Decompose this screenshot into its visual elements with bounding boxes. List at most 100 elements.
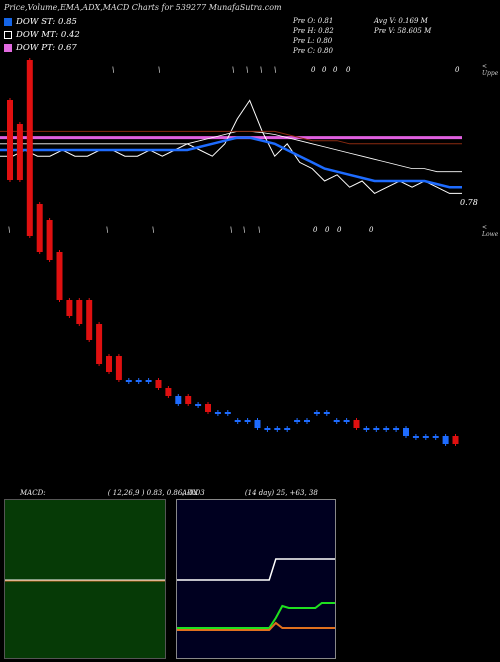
prev-open: Pre O: 0.81 bbox=[293, 17, 334, 25]
adx-params: (14 day) 25, +63, 38 bbox=[244, 489, 318, 497]
macd-label: MACD: bbox=[20, 489, 46, 497]
prev-volume: Pre V: 58.605 M bbox=[374, 27, 432, 35]
macd-panel bbox=[4, 499, 166, 659]
candle-body bbox=[294, 420, 301, 422]
candle-body bbox=[234, 420, 241, 422]
minus-di-line bbox=[177, 621, 335, 631]
candle-body bbox=[106, 356, 112, 372]
signal-marker: 0 bbox=[455, 66, 460, 74]
candle-body bbox=[373, 428, 380, 430]
candle-body bbox=[26, 60, 33, 236]
avg-volume: Avg V: 0.169 M bbox=[374, 17, 428, 25]
candle-body bbox=[66, 300, 73, 316]
candle-body bbox=[185, 396, 192, 404]
candle-body bbox=[125, 380, 132, 382]
candle-body bbox=[46, 220, 53, 260]
upper-tag: < Uppe bbox=[482, 63, 499, 77]
legend-dow-pt: DOW PT: 0.67 bbox=[4, 42, 80, 53]
candle-body bbox=[442, 436, 449, 444]
macd-header: MACD: ( 12,26,9 ) 0.83, 0.86, -0.03 bbox=[20, 489, 205, 497]
candle-body bbox=[214, 412, 221, 414]
candle-body bbox=[155, 380, 162, 388]
candle-body bbox=[56, 252, 63, 300]
prev-low: Pre L: 0.80 bbox=[293, 37, 333, 45]
signal-marker: \ bbox=[158, 66, 160, 74]
prev-high: Pre H: 0.82 bbox=[293, 27, 334, 35]
signal-marker: \ bbox=[232, 66, 234, 74]
macd-chart bbox=[5, 579, 165, 582]
legend-swatch bbox=[4, 30, 12, 39]
price-chart: \ \ \ \ \ \ 0 0 0 0 0\ \ \ \ \ \ 0 0 0 00.78 bbox=[0, 58, 478, 446]
candle-body bbox=[343, 420, 350, 422]
signal-marker: \ bbox=[8, 226, 10, 234]
candle-body bbox=[323, 412, 330, 414]
candle-body bbox=[86, 300, 93, 340]
candle-body bbox=[274, 428, 281, 430]
signal-marker: 0 bbox=[313, 226, 318, 234]
ema-long-line bbox=[0, 130, 462, 145]
candle-body bbox=[432, 436, 439, 438]
adx-label: ADX bbox=[182, 489, 198, 497]
legend-dow-mt: DOW MT: 0.42 bbox=[4, 29, 80, 40]
lower-tag: < Lowe bbox=[482, 224, 499, 238]
candle-body bbox=[145, 380, 152, 382]
signal-marker: \ bbox=[106, 226, 108, 234]
candle-body bbox=[224, 412, 231, 414]
legend-dow-st: DOW ST: 0.85 bbox=[4, 16, 80, 27]
signal-marker: 0 bbox=[322, 66, 327, 74]
candle-body bbox=[383, 428, 390, 430]
legend-label: DOW PT: 0.67 bbox=[16, 42, 77, 53]
volume-info: Avg V: 0.169 M Pre V: 58.605 M bbox=[374, 16, 431, 36]
candle-body bbox=[353, 420, 360, 428]
candle-body bbox=[363, 428, 370, 430]
candle-body bbox=[264, 428, 271, 430]
plus-di-line bbox=[177, 602, 335, 629]
candle-body bbox=[96, 324, 103, 364]
signal-marker: 0 bbox=[333, 66, 338, 74]
signal-marker: \ bbox=[274, 66, 276, 74]
candle-body bbox=[195, 404, 202, 406]
price-label: 0.78 bbox=[460, 198, 478, 207]
prev-close: Pre C: 0.80 bbox=[293, 47, 333, 55]
candle-body bbox=[165, 388, 172, 396]
candle-body bbox=[422, 436, 429, 438]
signal-marker: \ bbox=[243, 226, 245, 234]
signal-marker: \ bbox=[152, 226, 154, 234]
adx-panel bbox=[176, 499, 336, 659]
candle-body bbox=[175, 396, 182, 404]
macd-params: ( 12,26,9 ) 0.83, 0.86, -0.03 bbox=[107, 489, 205, 497]
candle-body bbox=[205, 404, 211, 412]
signal-marker: 0 bbox=[311, 66, 316, 74]
candle-body bbox=[36, 204, 43, 252]
adx-line bbox=[177, 558, 335, 581]
candle-body bbox=[393, 428, 400, 430]
candle-body bbox=[333, 420, 340, 422]
adx-header: ADX (14 day) 25, +63, 38 bbox=[182, 489, 318, 497]
legend-swatch bbox=[4, 43, 12, 52]
price-line bbox=[0, 99, 462, 195]
signal-marker: \ bbox=[112, 66, 114, 74]
candle-body bbox=[313, 412, 320, 414]
legend-swatch bbox=[4, 17, 12, 26]
candle-body bbox=[304, 420, 310, 422]
candle-body bbox=[76, 300, 83, 324]
signal-marker: 0 bbox=[346, 66, 351, 74]
legend: DOW ST: 0.85 DOW MT: 0.42 DOW PT: 0.67 bbox=[4, 16, 80, 55]
previous-values: Pre O: 0.81 Pre H: 0.82 Pre L: 0.80 Pre … bbox=[293, 16, 334, 56]
candle-body bbox=[254, 420, 261, 428]
signal-marker: \ bbox=[246, 66, 248, 74]
signal-marker: 0 bbox=[337, 226, 342, 234]
candle-body bbox=[412, 436, 419, 438]
ema-short-line bbox=[0, 136, 462, 189]
candle-body bbox=[135, 380, 142, 382]
ema-mid-line bbox=[0, 130, 462, 173]
legend-label: DOW ST: 0.85 bbox=[16, 16, 77, 27]
signal-marker: \ bbox=[230, 226, 232, 234]
signal-marker: \ bbox=[260, 66, 262, 74]
candle-body bbox=[284, 428, 291, 430]
candle-body bbox=[403, 428, 409, 436]
candle-body bbox=[16, 124, 23, 180]
signal-marker: 0 bbox=[369, 226, 374, 234]
candle-body bbox=[7, 100, 13, 180]
candle-body bbox=[452, 436, 459, 444]
